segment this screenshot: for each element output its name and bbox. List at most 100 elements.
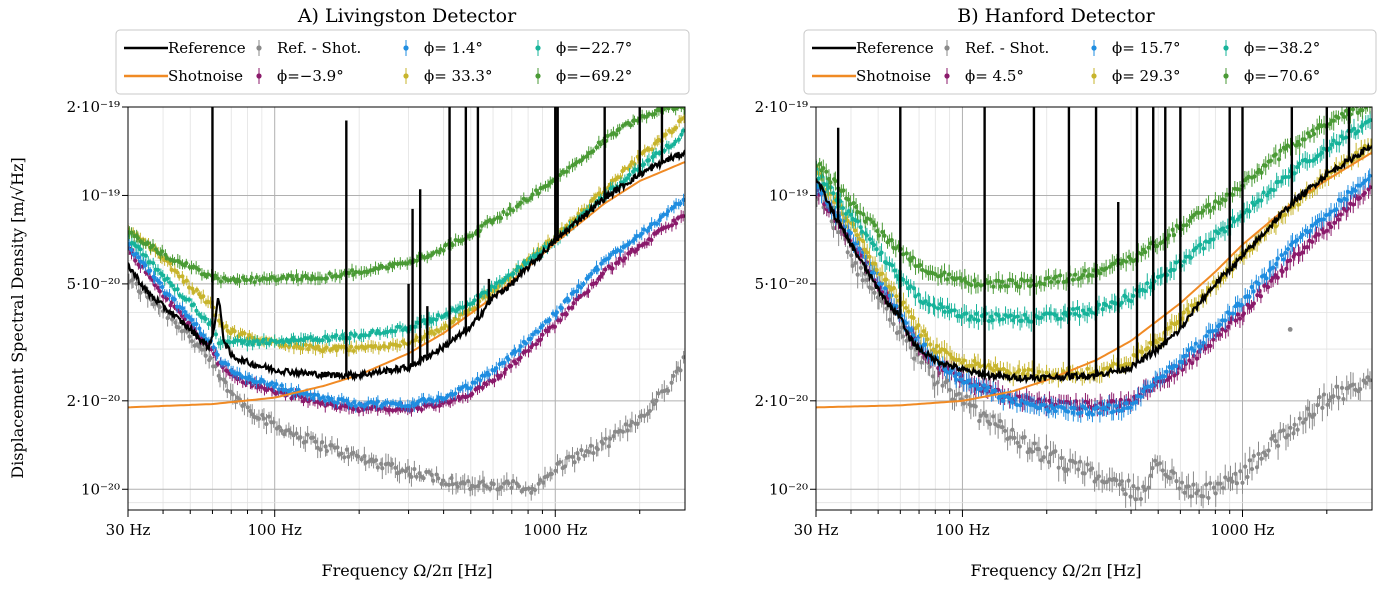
- data-point: [1083, 406, 1087, 410]
- data-point: [158, 305, 162, 309]
- data-point: [1104, 407, 1108, 411]
- data-point: [1076, 467, 1080, 471]
- data-point: [1128, 495, 1132, 499]
- data-point: [470, 392, 474, 396]
- data-point: [1079, 411, 1083, 415]
- data-point: [849, 231, 853, 235]
- data-point: [1191, 483, 1195, 487]
- data-point: [1153, 459, 1157, 463]
- data-point: [1336, 395, 1340, 399]
- data-point: [594, 281, 598, 285]
- data-point: [524, 341, 528, 345]
- data-point: [216, 276, 220, 280]
- data-point: [618, 127, 622, 131]
- data-point: [231, 392, 235, 396]
- data-point: [393, 329, 397, 333]
- data-point: [357, 409, 361, 413]
- panel-title: A) Livingston Detector: [297, 5, 517, 27]
- data-point: [376, 400, 380, 404]
- data-point: [1259, 457, 1263, 461]
- data-point: [436, 476, 440, 480]
- data-point: [1218, 323, 1222, 327]
- data-point: [1150, 466, 1154, 470]
- data-point: [1066, 410, 1070, 414]
- data-point: [170, 283, 174, 287]
- data-point: [632, 162, 636, 166]
- legend-swatch-phase2: [403, 45, 408, 50]
- data-point: [167, 293, 171, 297]
- data-point: [378, 331, 382, 335]
- data-point: [1351, 202, 1355, 206]
- data-point: [298, 435, 302, 439]
- data-point: [904, 321, 908, 325]
- data-point: [553, 325, 557, 329]
- data-point: [884, 277, 888, 281]
- data-point: [674, 126, 678, 130]
- data-point: [1295, 238, 1299, 242]
- data-point: [484, 382, 488, 386]
- data-point: [565, 170, 569, 174]
- data-point: [972, 317, 976, 321]
- data-point: [1236, 312, 1240, 316]
- data-point: [953, 308, 957, 312]
- data-point: [1293, 252, 1297, 256]
- data-point: [652, 112, 656, 116]
- data-point: [855, 233, 859, 237]
- x-tick-label: 30 Hz: [106, 521, 151, 539]
- data-point: [1044, 370, 1048, 374]
- data-point: [1300, 233, 1304, 237]
- data-point: [137, 255, 141, 259]
- data-point: [1021, 372, 1025, 376]
- data-point: [1158, 461, 1162, 465]
- data-point: [180, 314, 184, 318]
- data-point: [1018, 444, 1022, 448]
- data-point: [1114, 404, 1118, 408]
- data-point: [1120, 479, 1124, 483]
- data-point: [1017, 368, 1021, 372]
- data-point: [541, 323, 545, 327]
- data-point: [194, 322, 198, 326]
- data-point: [190, 318, 194, 322]
- data-point: [1085, 462, 1089, 466]
- data-point: [1247, 295, 1251, 299]
- data-point: [1146, 486, 1150, 490]
- data-point: [582, 454, 586, 458]
- data-point: [993, 364, 997, 368]
- data-point: [267, 415, 271, 419]
- data-point: [1368, 378, 1372, 382]
- data-point: [936, 306, 940, 310]
- data-point: [1139, 497, 1143, 501]
- data-point: [436, 313, 440, 317]
- data-point: [572, 301, 576, 305]
- legend-label-ref_shot: Ref. - Shot.: [277, 39, 361, 57]
- data-point: [441, 248, 445, 252]
- data-point: [872, 243, 876, 247]
- data-point: [1211, 337, 1215, 341]
- legend-label-phase1: ϕ=−3.9°: [277, 67, 344, 85]
- data-point: [187, 298, 191, 302]
- data-point: [456, 485, 460, 489]
- data-point: [380, 466, 384, 470]
- data-point: [1312, 413, 1316, 417]
- data-point: [335, 348, 339, 352]
- data-point: [1059, 456, 1063, 460]
- data-point: [907, 309, 911, 313]
- data-point: [1107, 403, 1111, 407]
- data-point: [1057, 466, 1061, 470]
- data-point: [581, 282, 585, 286]
- data-point: [880, 272, 884, 276]
- data-point: [1196, 488, 1200, 492]
- data-point: [1042, 403, 1046, 407]
- data-point: [363, 333, 367, 337]
- data-point: [1172, 471, 1176, 475]
- data-point: [398, 325, 402, 329]
- data-point: [504, 367, 508, 371]
- data-point: [272, 420, 276, 424]
- data-point: [940, 305, 944, 309]
- data-point: [872, 291, 876, 295]
- data-point: [678, 201, 682, 205]
- data-point: [670, 223, 674, 227]
- data-point: [499, 485, 503, 489]
- y-tick-label: 2·10⁻²⁰: [67, 392, 120, 410]
